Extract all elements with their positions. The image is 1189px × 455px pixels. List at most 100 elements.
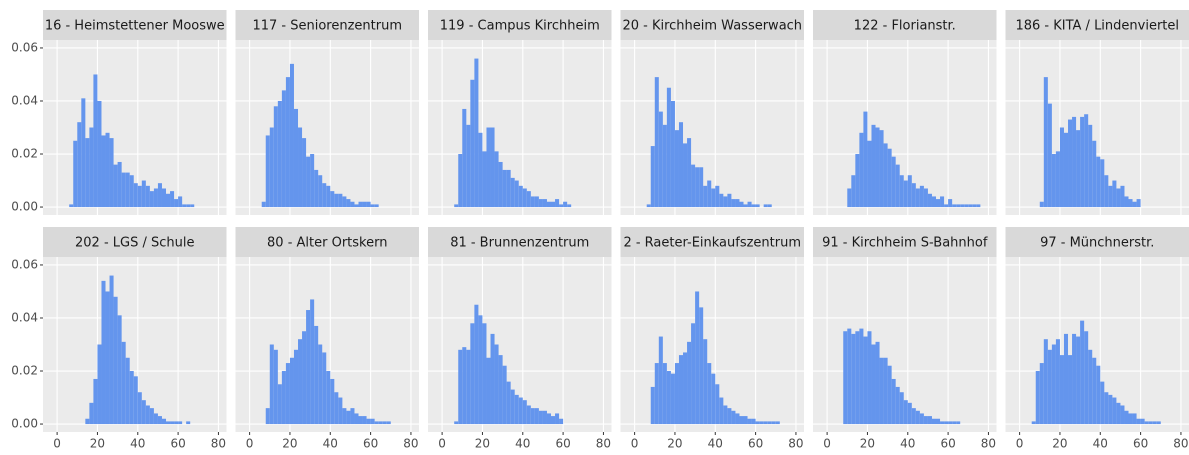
bar [1084,114,1089,208]
bar [350,201,355,208]
bar [662,124,667,208]
bar [105,132,110,208]
bar [658,336,663,425]
x-tick-label: 40 [1093,437,1108,451]
bar [97,344,102,425]
bar [454,421,459,425]
bar [149,408,154,425]
bar [666,87,671,208]
bar [366,418,371,425]
x-tick-label: 80 [211,437,226,451]
bar [273,349,278,425]
y-tick-label: 0.00 [11,417,38,431]
bar [157,183,162,208]
bar [113,296,118,425]
bar [711,373,716,425]
bar [654,363,659,425]
bar [1051,154,1056,208]
bar [551,416,556,425]
strip-background [620,10,804,40]
bar [105,291,110,425]
x-tick-label: 40 [708,437,723,451]
bar [346,199,351,208]
y-tick-label: 0.04 [11,310,38,324]
bar [895,164,900,208]
bar [530,196,535,208]
bar [362,201,367,208]
bar [474,58,479,208]
bar [370,418,375,425]
x-tick-label: 0 [246,437,254,451]
y-tick-label: 0.00 [11,200,38,214]
bar [670,100,675,208]
bar [767,421,772,425]
strip-background [1005,10,1189,40]
bar [1035,371,1040,425]
bar [650,386,655,425]
bar [887,365,892,425]
y-tick-label: 0.06 [11,40,38,54]
bar [723,405,728,425]
bar [559,418,564,425]
x-tick-label: 20 [90,437,105,451]
bar [707,180,712,208]
bar [149,191,154,208]
bar [354,413,359,425]
bar [1108,394,1113,425]
bar [875,127,880,208]
bar [919,185,924,208]
bar [1076,336,1081,425]
bar [907,175,912,208]
bar [470,323,475,425]
bar [1080,320,1085,425]
bar [727,193,732,208]
bar [1055,151,1060,208]
bar [1124,410,1129,425]
bar [125,172,130,208]
bar [293,108,299,208]
strip-title: 97 - Münchnerstr. [1040,236,1154,251]
bar [952,204,957,208]
bar [707,363,712,425]
bar [956,421,961,425]
bar [1128,413,1133,425]
y-tick-label: 0.06 [11,257,38,271]
bar [506,169,511,208]
bar [522,188,527,208]
bar [502,169,507,208]
bar [85,418,90,425]
bar [879,130,884,208]
bar [859,132,864,208]
bar [386,421,391,425]
bar [269,127,274,208]
bar [161,418,167,425]
bar [903,180,908,208]
x-tick-label: 60 [555,437,570,451]
bar [1047,103,1052,208]
bar [174,199,179,208]
bar [899,392,904,425]
bar [666,371,671,425]
bar [567,204,572,208]
bar [559,204,564,208]
bar [944,421,949,425]
bar [133,376,138,425]
bar [887,148,892,208]
y-tick-label: 0.02 [11,147,38,161]
x-tick-label: 20 [475,437,490,451]
bar [178,421,183,425]
bar [972,204,977,208]
bar [646,204,651,208]
bar [486,127,491,208]
bar [121,172,126,208]
strip-title: 91 - Kirchheim S-Bahnhof [822,236,988,251]
bar [538,199,543,208]
bar [101,135,106,208]
bar [306,310,311,425]
bar [474,304,479,425]
bar [1148,421,1153,425]
bar [178,196,183,208]
bar [306,156,311,208]
x-tick-label: 40 [515,437,530,451]
bar [506,381,511,425]
